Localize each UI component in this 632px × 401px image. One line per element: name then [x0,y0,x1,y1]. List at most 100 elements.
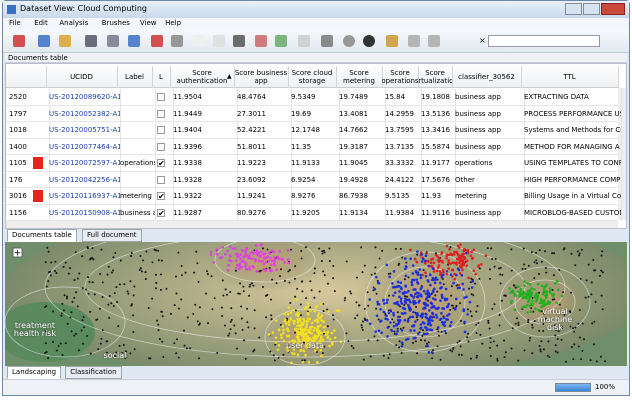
menu-item[interactable]: Brushes [101,19,130,27]
toolbar-button[interactable] [59,35,71,47]
tab[interactable]: Classification [65,366,122,379]
table-row[interactable]: 1797 US-20120052382-A1 11.9449 27.3011 19.69… [6,105,622,122]
toolbar-button[interactable] [107,35,119,47]
toolbar-button[interactable] [13,35,25,47]
toolbar-button[interactable] [85,35,97,47]
column-header[interactable]: TTL [521,66,619,88]
toolbar-button[interactable] [363,35,375,47]
point [114,355,117,358]
menu-item[interactable]: Help [165,19,182,27]
checkbox[interactable]: ✔ [157,192,165,201]
vertical-scrollbar[interactable] [618,88,626,220]
checkbox[interactable] [157,175,165,184]
table-row[interactable]: 3016 US-20120116937-A1 metering ✔ 11.9322 11.… [6,188,622,205]
clear-icon[interactable]: × [479,36,486,45]
column-header[interactable]: Score authentication [170,66,235,88]
checkbox[interactable] [157,93,165,101]
ucidd-link[interactable]: US-20120077464-A1 [46,138,121,155]
search-box[interactable] [488,35,600,47]
horizontal-scrollbar[interactable] [6,221,618,228]
ucidd-link[interactable]: US-20120042256-A1 [46,171,121,188]
point [393,330,396,333]
point [528,296,531,299]
column-header[interactable]: Score metering [336,66,383,88]
table-cell: 11.9404 [170,122,238,139]
toolbar-button[interactable] [128,35,140,47]
point [121,352,124,355]
zoom-button[interactable] [12,247,23,258]
toolbar-button[interactable] [38,35,50,47]
toolbar-button[interactable] [408,35,420,47]
toolbar-button[interactable] [428,35,440,47]
toolbar-button[interactable] [386,35,398,47]
point [259,260,263,263]
checkbox[interactable]: ✔ [157,208,165,218]
ucidd-link[interactable]: US-20120052382-A1 [46,105,121,122]
point [307,344,311,348]
menu-item[interactable]: Analysis [59,19,89,27]
column-header[interactable]: Score business app [234,66,289,88]
toolbar-button[interactable] [171,35,183,47]
ucidd-link[interactable]: US-20120005751-A1 [46,122,121,139]
point [382,298,385,302]
minimize-button[interactable] [565,3,582,15]
toolbar-button[interactable] [213,35,225,47]
point [429,323,433,327]
tab[interactable]: Full document [82,229,142,242]
menu-item[interactable]: File [9,19,21,27]
point [426,344,429,348]
toolbar-button[interactable] [151,35,163,47]
toolbar-button[interactable] [233,35,245,47]
column-header[interactable]: UCIDD [46,66,118,88]
ucidd-link[interactable]: US-20120072597-A1 [46,155,121,172]
tab[interactable]: Landscaping [7,366,62,379]
table-row[interactable]: 176 US-20120042256-A1 11.9328 23.6092 6.9254… [6,171,622,188]
column-header[interactable]: classifier_30562 [452,66,522,88]
toolbar-button[interactable] [275,35,287,47]
toolbar-button[interactable] [298,35,310,47]
point [405,265,408,269]
point [81,287,84,290]
toolbar-button[interactable] [193,35,205,47]
column-header[interactable]: Score cloud storage [288,66,337,88]
ucidd-link[interactable]: US-20120116937-A1 [46,188,121,205]
maximize-button[interactable] [582,3,600,15]
point [441,307,444,310]
table-row[interactable]: 2520 US-20120089620-A1 11.9504 48.4764 9.534… [6,89,622,106]
tab[interactable]: Documents table [7,229,77,242]
menu-item[interactable]: View [139,19,157,27]
contour [364,251,486,353]
point [309,338,313,341]
checkbox[interactable] [157,142,165,151]
column-header[interactable]: Score virtualization [418,66,453,88]
point [252,350,255,353]
ucidd-link[interactable]: US-20120089620-A1 [46,89,121,106]
point [403,311,407,315]
table-row[interactable]: 1400 US-20120077464-A1 11.9396 51.8011 11.35… [6,138,622,155]
column-header[interactable]: L [152,66,171,88]
toolbar-button[interactable] [343,35,355,47]
point [530,287,534,290]
point [423,261,427,265]
column-header[interactable]: Score operations [382,66,419,88]
point [405,291,408,294]
checkbox[interactable] [157,126,165,134]
table-row[interactable]: 1105 US-20120072597-A1 operations ✔ 11.9338 1… [6,155,622,172]
menu-item[interactable]: Edit [34,19,48,27]
point [438,259,442,263]
column-header[interactable]: Label [117,66,153,88]
point [282,353,285,356]
toolbar-button[interactable] [321,35,333,47]
point [377,329,381,332]
table-row[interactable]: 1018 US-20120005751-A1 11.9404 52.4221 12.17… [6,122,622,139]
point [227,264,230,267]
table-cell: 11.9116 [418,204,456,221]
point [67,272,70,275]
point [326,282,329,285]
ucidd-link[interactable]: US-20120150908-A1 [46,204,121,221]
checkbox[interactable]: ✔ [157,159,165,168]
checkbox[interactable] [157,109,165,118]
close-button[interactable] [600,3,625,15]
toolbar-button[interactable] [255,35,267,47]
